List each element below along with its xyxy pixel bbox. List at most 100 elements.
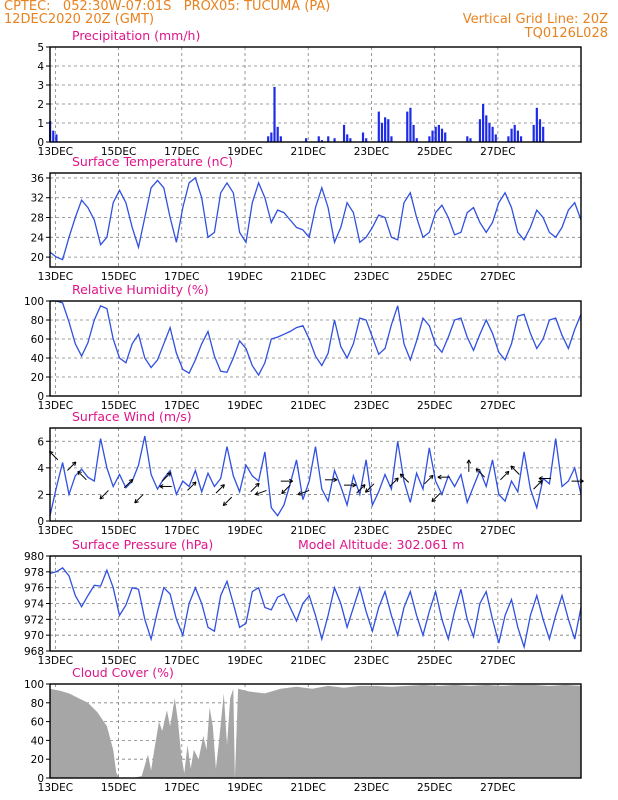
precip-bar <box>273 86 276 142</box>
wind-vector <box>510 465 520 475</box>
x-tick-label: 13DEC <box>38 655 73 667</box>
wind-vector <box>49 451 59 461</box>
x-tick-label: 27DEC <box>480 146 515 158</box>
x-tick-label: 17DEC <box>164 271 199 283</box>
precip-bar <box>466 136 469 142</box>
y-tick-label: 974 <box>24 599 44 611</box>
wind-vector-head <box>131 479 134 484</box>
precip-bar <box>270 132 273 142</box>
x-tick-label: 13DEC <box>38 400 73 412</box>
x-tick-label: 23DEC <box>354 271 389 283</box>
y-tick-label: 0 <box>37 516 44 528</box>
x-tick-label: 19DEC <box>227 271 262 283</box>
x-tick-label: 21DEC <box>291 782 326 794</box>
pressure-series-line <box>49 567 582 650</box>
x-tick-label: 25DEC <box>417 782 452 794</box>
wind-vector-head <box>159 484 164 487</box>
wind-vector <box>215 484 225 494</box>
y-tick-label: 20 <box>31 372 44 384</box>
wind-vector-head <box>77 471 80 476</box>
precip-bar <box>513 124 516 142</box>
x-tick-label: 21DEC <box>291 655 326 667</box>
y-tick-label: 4 <box>37 61 44 73</box>
y-tick-label: 0 <box>37 391 44 403</box>
cloud-cover-area <box>50 684 581 778</box>
precip-bar <box>327 136 330 142</box>
y-tick-label: 60 <box>31 717 44 729</box>
panel-frame <box>49 683 582 779</box>
y-tick-label: 2 <box>37 99 44 111</box>
wind-vector-head <box>191 481 197 484</box>
wind-vector <box>475 468 485 478</box>
wind-vector-head <box>399 473 402 478</box>
precip-bar <box>412 124 415 142</box>
precip-bar <box>434 126 437 142</box>
precip-bar <box>55 134 58 142</box>
wind-vector-head <box>257 483 260 488</box>
x-tick-label: 27DEC <box>480 271 515 283</box>
wind-vector-head <box>255 494 260 496</box>
x-tick-label: 19DEC <box>227 146 262 158</box>
wind-vector-head <box>74 461 77 467</box>
y-tick-label: 80 <box>31 315 44 327</box>
panel-frame <box>49 300 582 397</box>
x-tick-label: 25DEC <box>417 271 452 283</box>
wind-vector-head <box>134 498 137 504</box>
wind-vector-head <box>222 501 225 506</box>
x-tick-label: 23DEC <box>354 782 389 794</box>
wind-vector <box>161 472 172 482</box>
x-tick-label: 13DEC <box>38 146 73 158</box>
x-tick-label: 13DEC <box>38 525 73 537</box>
panel-pressure: 968 970 972 974 976 978 980 13DEC 15DEC 17DEC 19DE… <box>24 537 582 667</box>
wind-vector-head <box>223 503 228 507</box>
precip-bar <box>390 136 393 142</box>
wind-vector <box>424 474 434 485</box>
wind-vector-head <box>468 459 472 464</box>
header-model-id: TQ0126L028 <box>524 26 608 41</box>
precip-bar <box>384 117 387 142</box>
panel-title: Surface Pressure (hPa) <box>72 537 213 552</box>
precip-bar <box>342 124 346 142</box>
wind-series-line <box>49 435 582 517</box>
y-tick-label: 980 <box>24 551 44 563</box>
x-tick-label: 21DEC <box>291 400 326 412</box>
y-tick-label: 968 <box>24 646 44 658</box>
x-tick-label: 25DEC <box>417 655 452 667</box>
wind-vector <box>99 490 109 500</box>
x-tick-label: 17DEC <box>164 146 199 158</box>
y-tick-label: 5 <box>37 42 44 54</box>
panel-title: Cloud Cover (%) <box>72 665 174 680</box>
y-tick-label: 28 <box>31 213 44 225</box>
wind-vector-head <box>538 476 543 479</box>
wind-vector <box>389 477 399 487</box>
precip-bar <box>320 140 324 142</box>
panel-title: Relative Humidity (%) <box>72 282 209 297</box>
wind-vector <box>500 470 510 481</box>
wind-vector-head <box>297 491 301 495</box>
wind-vector <box>365 483 375 493</box>
x-tick-label: 27DEC <box>480 525 515 537</box>
x-tick-label: 15DEC <box>101 525 136 537</box>
header-gridline-note: Vertical Grid Line: 20Z <box>462 12 608 27</box>
y-tick-label: 0 <box>37 773 44 785</box>
precip-bar <box>415 138 418 142</box>
wind-vector <box>297 489 310 496</box>
y-tick-label: 6 <box>37 436 44 448</box>
y-tick-label: 970 <box>24 630 44 642</box>
precip-bar <box>488 123 491 142</box>
x-tick-label: 17DEC <box>164 782 199 794</box>
precip-bar <box>440 128 444 142</box>
panel-precipitation: 0 1 2 3 4 5 13DEC 15DEC 17DEC 19DEC 21DEC 23DEC 25DE… <box>37 28 582 158</box>
wind-vector <box>255 489 267 496</box>
wind-vector-head <box>396 477 399 482</box>
y-tick-label: 100 <box>24 679 44 691</box>
wind-vector-head <box>77 470 82 473</box>
y-tick-label: 0 <box>37 137 44 149</box>
wind-vector-head <box>431 475 434 480</box>
x-tick-label: 25DEC <box>417 525 452 537</box>
panel-wind: 0 2 4 6 13DEC 15DEC 17DEC 19DEC 21DEC 23DEC 25DEC 2… <box>37 409 584 537</box>
wind-vector <box>123 478 134 489</box>
wind-vector-head <box>475 468 481 471</box>
wind-vector <box>250 482 260 493</box>
x-tick-label: 17DEC <box>164 525 199 537</box>
